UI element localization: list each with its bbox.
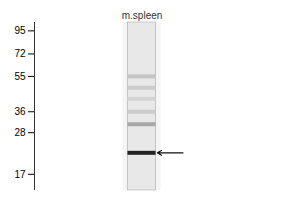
svg-text:28: 28 xyxy=(14,127,26,138)
svg-text:95: 95 xyxy=(14,25,26,36)
svg-text:17: 17 xyxy=(14,169,26,180)
svg-text:m.spleen: m.spleen xyxy=(122,10,163,21)
svg-text:36: 36 xyxy=(14,106,26,117)
svg-text:55: 55 xyxy=(14,71,26,82)
svg-text:72: 72 xyxy=(14,48,26,59)
